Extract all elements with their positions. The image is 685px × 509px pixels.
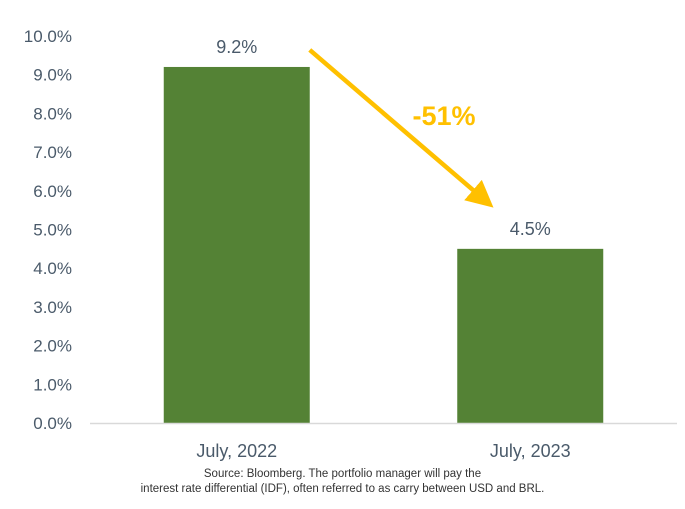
- y-tick-label: 7.0%: [33, 143, 72, 162]
- y-tick-label: 4.0%: [33, 259, 72, 278]
- bar: [457, 248, 604, 423]
- data-label: 9.2%: [216, 37, 257, 57]
- bar: [163, 66, 310, 424]
- y-tick-label: 10.0%: [24, 27, 72, 46]
- data-labels: 9.2% 4.5%: [216, 37, 551, 239]
- y-tick-label: 3.0%: [33, 298, 72, 317]
- data-label: 4.5%: [510, 219, 551, 239]
- y-tick-label: 9.0%: [33, 66, 72, 85]
- y-tick-label: 6.0%: [33, 182, 72, 201]
- change-annotation-label: -51%: [412, 101, 475, 131]
- source-footnote-line-1: Source: Bloomberg. The portfolio manager…: [203, 468, 482, 480]
- y-tick-label: 5.0%: [33, 221, 72, 240]
- y-tick-label: 2.0%: [33, 337, 72, 356]
- y-tick-label: 1.0%: [33, 375, 72, 394]
- source-footnote-line-2: interest rate differential (IDF), often …: [140, 483, 545, 495]
- y-tick-label: 0.0%: [33, 414, 72, 433]
- category-label: July, 2022: [196, 441, 277, 461]
- change-arrow: [308, 48, 494, 208]
- category-labels: July, 2022 July, 2023: [196, 441, 570, 461]
- source-footnote: Source: Bloomberg. The portfolio manager…: [0, 467, 685, 497]
- bars: [163, 66, 604, 424]
- category-label: July, 2023: [490, 441, 571, 461]
- y-tick-label: 8.0%: [33, 104, 72, 123]
- y-axis-tick-labels: 0.0% 1.0% 2.0% 3.0% 4.0% 5.0% 6.0% 7.0% 8.0% 9.0%…: [24, 27, 72, 433]
